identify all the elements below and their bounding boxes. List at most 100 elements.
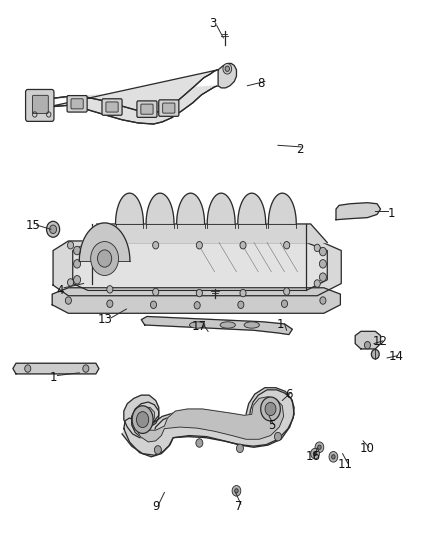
Circle shape (25, 365, 31, 372)
Polygon shape (141, 317, 292, 335)
FancyBboxPatch shape (32, 95, 48, 114)
Polygon shape (238, 193, 266, 224)
Circle shape (237, 444, 244, 453)
Circle shape (319, 247, 326, 256)
Ellipse shape (265, 402, 276, 416)
Text: 15: 15 (26, 219, 41, 231)
Text: 8: 8 (257, 77, 264, 90)
Text: 16: 16 (305, 450, 320, 463)
Polygon shape (53, 241, 341, 296)
FancyBboxPatch shape (67, 95, 87, 112)
FancyBboxPatch shape (159, 100, 179, 116)
Circle shape (67, 241, 74, 249)
Circle shape (74, 260, 81, 268)
Polygon shape (177, 193, 205, 224)
Circle shape (315, 442, 324, 453)
Ellipse shape (220, 322, 235, 328)
Circle shape (240, 241, 246, 249)
Text: 7: 7 (235, 500, 242, 513)
FancyBboxPatch shape (25, 90, 54, 122)
FancyBboxPatch shape (102, 99, 122, 115)
Polygon shape (207, 193, 235, 224)
Circle shape (196, 241, 202, 249)
Circle shape (107, 241, 113, 249)
Ellipse shape (132, 406, 153, 433)
Circle shape (319, 273, 326, 281)
Ellipse shape (137, 411, 149, 427)
Circle shape (314, 244, 320, 252)
Text: 13: 13 (98, 313, 113, 326)
Polygon shape (46, 70, 218, 124)
Circle shape (152, 241, 159, 249)
Text: 12: 12 (373, 335, 388, 349)
Text: 17: 17 (192, 320, 207, 333)
Polygon shape (79, 223, 130, 261)
Polygon shape (146, 193, 174, 224)
Polygon shape (355, 332, 381, 349)
Text: 14: 14 (389, 350, 403, 364)
Circle shape (314, 280, 320, 287)
Circle shape (232, 486, 241, 496)
Circle shape (238, 301, 244, 309)
Circle shape (154, 446, 161, 454)
Circle shape (196, 439, 203, 447)
Text: 4: 4 (56, 284, 64, 297)
Circle shape (319, 260, 326, 268)
Circle shape (284, 241, 290, 249)
Ellipse shape (261, 397, 280, 421)
Circle shape (107, 300, 113, 308)
FancyBboxPatch shape (162, 103, 175, 113)
Text: 3: 3 (209, 17, 216, 29)
Circle shape (311, 448, 319, 459)
Text: 6: 6 (285, 387, 293, 401)
Text: 10: 10 (360, 442, 375, 455)
Circle shape (74, 246, 81, 255)
Circle shape (364, 342, 371, 349)
Circle shape (67, 279, 74, 286)
Circle shape (332, 455, 335, 459)
FancyBboxPatch shape (71, 99, 83, 109)
Circle shape (196, 289, 202, 297)
Polygon shape (124, 387, 294, 457)
Text: 1: 1 (49, 370, 57, 384)
Polygon shape (136, 397, 284, 442)
Circle shape (98, 250, 112, 267)
Circle shape (313, 451, 317, 456)
Circle shape (235, 489, 238, 493)
Circle shape (194, 302, 200, 309)
Text: 2: 2 (296, 143, 304, 156)
Text: 1: 1 (388, 207, 395, 220)
Circle shape (329, 451, 338, 462)
Text: 1: 1 (276, 319, 284, 332)
Circle shape (152, 288, 159, 296)
Polygon shape (218, 63, 237, 88)
Circle shape (371, 350, 379, 359)
Circle shape (74, 276, 81, 284)
Circle shape (46, 221, 60, 237)
Ellipse shape (190, 322, 205, 328)
Circle shape (65, 297, 71, 304)
Circle shape (91, 241, 119, 276)
Ellipse shape (244, 322, 259, 328)
Circle shape (320, 297, 326, 304)
Polygon shape (73, 243, 327, 290)
Circle shape (240, 289, 246, 297)
Polygon shape (52, 288, 340, 313)
Polygon shape (336, 203, 381, 220)
Circle shape (150, 301, 156, 309)
Polygon shape (122, 390, 294, 455)
Circle shape (284, 288, 290, 295)
Circle shape (318, 445, 321, 449)
Polygon shape (268, 193, 296, 224)
Polygon shape (13, 364, 99, 374)
Circle shape (282, 300, 288, 308)
Circle shape (223, 63, 232, 74)
Circle shape (83, 365, 89, 372)
Circle shape (49, 225, 57, 233)
Circle shape (107, 286, 113, 293)
Text: 11: 11 (338, 458, 353, 471)
Circle shape (275, 432, 282, 441)
Circle shape (225, 66, 230, 71)
Text: 9: 9 (152, 500, 159, 513)
FancyBboxPatch shape (106, 102, 118, 112)
